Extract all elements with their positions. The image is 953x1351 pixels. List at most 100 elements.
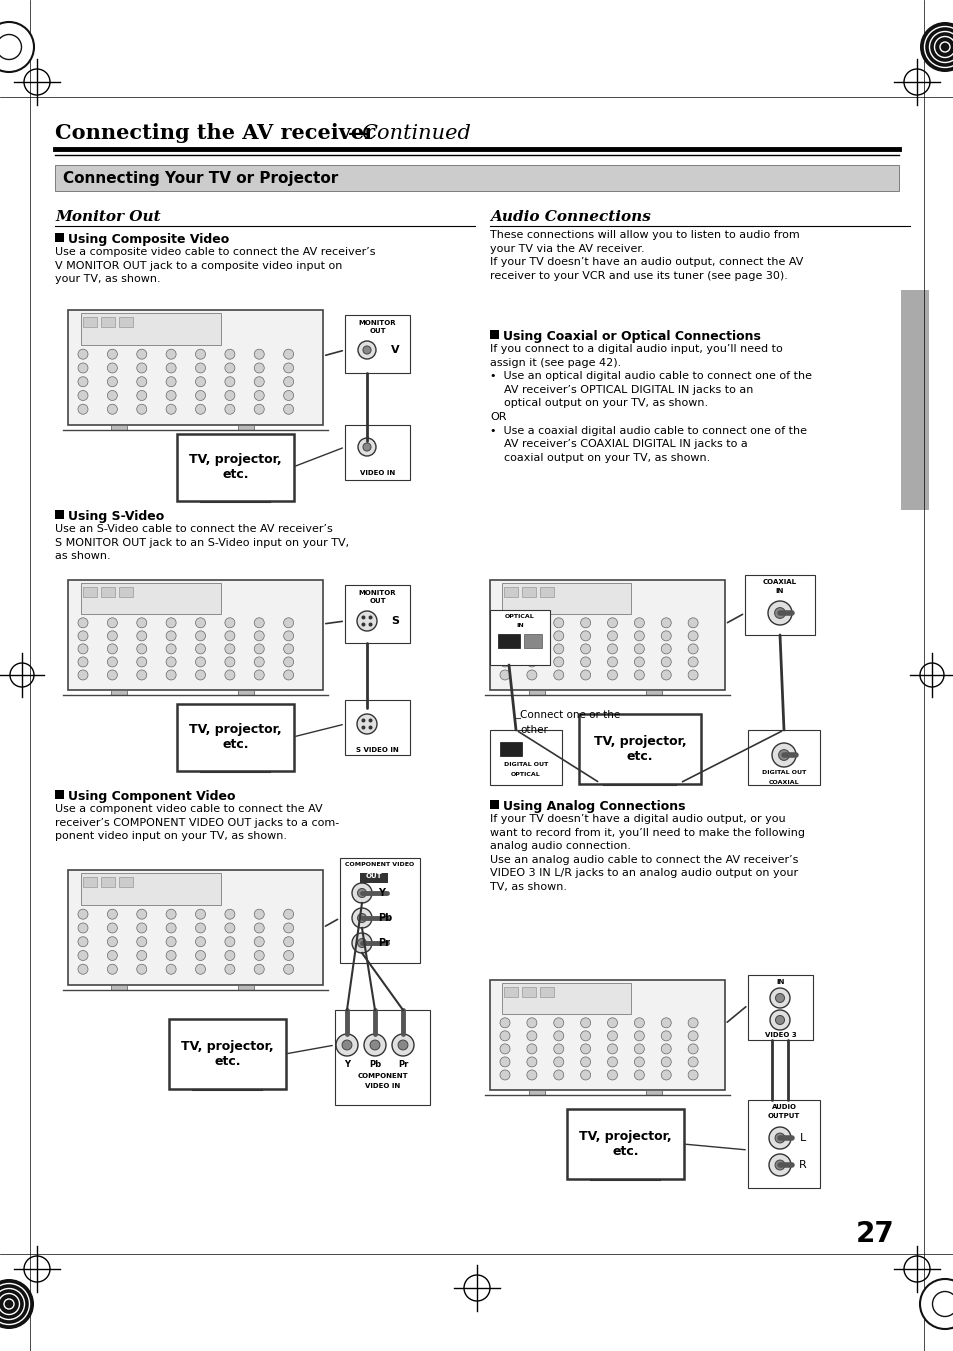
Circle shape (78, 657, 88, 667)
Circle shape (553, 644, 563, 654)
Circle shape (78, 923, 88, 934)
Circle shape (283, 617, 294, 628)
Circle shape (108, 363, 117, 373)
Circle shape (687, 1031, 698, 1040)
Circle shape (195, 909, 205, 919)
Circle shape (634, 1017, 643, 1028)
Circle shape (283, 670, 294, 680)
Circle shape (166, 936, 176, 947)
Text: Pr: Pr (377, 938, 390, 948)
Circle shape (166, 363, 176, 373)
Circle shape (136, 657, 147, 667)
Circle shape (660, 1044, 671, 1054)
Circle shape (78, 617, 88, 628)
Bar (503, 586, 517, 597)
Circle shape (166, 349, 176, 359)
Circle shape (526, 644, 537, 654)
Circle shape (357, 939, 366, 947)
Circle shape (283, 951, 294, 961)
Circle shape (225, 377, 234, 386)
Circle shape (225, 644, 234, 654)
Circle shape (0, 1279, 34, 1329)
Bar (539, 586, 554, 597)
Text: Audio Connections: Audio Connections (490, 209, 650, 224)
Text: TV, projector,
etc.: TV, projector, etc. (593, 735, 685, 763)
Circle shape (364, 1034, 386, 1056)
Bar (529, 690, 544, 694)
Text: VIDEO 3: VIDEO 3 (763, 1032, 796, 1038)
Text: S VIDEO IN: S VIDEO IN (355, 747, 398, 753)
Bar (81, 584, 221, 613)
Circle shape (254, 363, 264, 373)
Circle shape (687, 1044, 698, 1054)
Circle shape (526, 1056, 537, 1067)
Circle shape (166, 404, 176, 415)
Circle shape (660, 1070, 671, 1079)
Circle shape (607, 670, 617, 680)
Text: TV, projector,
etc.: TV, projector, etc. (578, 1129, 671, 1158)
Bar (490, 800, 498, 809)
Text: R: R (799, 1161, 806, 1170)
Bar (345, 315, 410, 373)
Circle shape (283, 349, 294, 359)
Circle shape (283, 404, 294, 415)
Bar (345, 585, 410, 643)
Text: These connections will allow you to listen to audio from
your TV via the AV rece: These connections will allow you to list… (490, 230, 802, 281)
Circle shape (225, 349, 234, 359)
Circle shape (526, 670, 537, 680)
Text: Continued: Continued (360, 124, 471, 143)
Circle shape (553, 670, 563, 680)
Text: VIDEO IN: VIDEO IN (364, 1084, 399, 1089)
Circle shape (687, 644, 698, 654)
Circle shape (136, 631, 147, 640)
Circle shape (660, 657, 671, 667)
Circle shape (78, 404, 88, 415)
Circle shape (687, 1070, 698, 1079)
Circle shape (775, 1016, 783, 1024)
Circle shape (283, 390, 294, 400)
Bar (646, 1090, 661, 1096)
Circle shape (357, 340, 375, 359)
Text: TV, projector,
etc.: TV, projector, etc. (181, 1040, 274, 1069)
Circle shape (166, 617, 176, 628)
Circle shape (136, 377, 147, 386)
Circle shape (108, 617, 117, 628)
Circle shape (195, 923, 205, 934)
Circle shape (499, 1017, 510, 1028)
Circle shape (108, 670, 117, 680)
Circle shape (634, 657, 643, 667)
Text: other: other (519, 725, 547, 735)
Circle shape (225, 951, 234, 961)
Bar (345, 426, 410, 480)
Circle shape (769, 988, 789, 1008)
Text: IN: IN (776, 979, 784, 985)
Circle shape (195, 617, 205, 628)
Circle shape (526, 1031, 537, 1040)
Text: COAXIAL: COAXIAL (762, 580, 796, 585)
Circle shape (195, 377, 205, 386)
Circle shape (225, 363, 234, 373)
Circle shape (660, 1031, 671, 1040)
Circle shape (553, 631, 563, 640)
Bar (83, 877, 97, 888)
Circle shape (78, 644, 88, 654)
Text: Using Analog Connections: Using Analog Connections (502, 800, 685, 813)
Circle shape (499, 657, 510, 667)
Circle shape (254, 951, 264, 961)
FancyBboxPatch shape (490, 979, 724, 1090)
Circle shape (499, 670, 510, 680)
Circle shape (225, 617, 234, 628)
Circle shape (580, 644, 590, 654)
Circle shape (499, 1070, 510, 1079)
Circle shape (254, 936, 264, 947)
Circle shape (357, 889, 366, 897)
Circle shape (356, 713, 376, 734)
Bar (55, 232, 64, 242)
Circle shape (526, 1017, 537, 1028)
Text: Y: Y (344, 1061, 350, 1069)
Circle shape (553, 617, 563, 628)
Circle shape (166, 657, 176, 667)
Bar (521, 988, 536, 997)
Circle shape (136, 363, 147, 373)
Bar (238, 426, 254, 430)
